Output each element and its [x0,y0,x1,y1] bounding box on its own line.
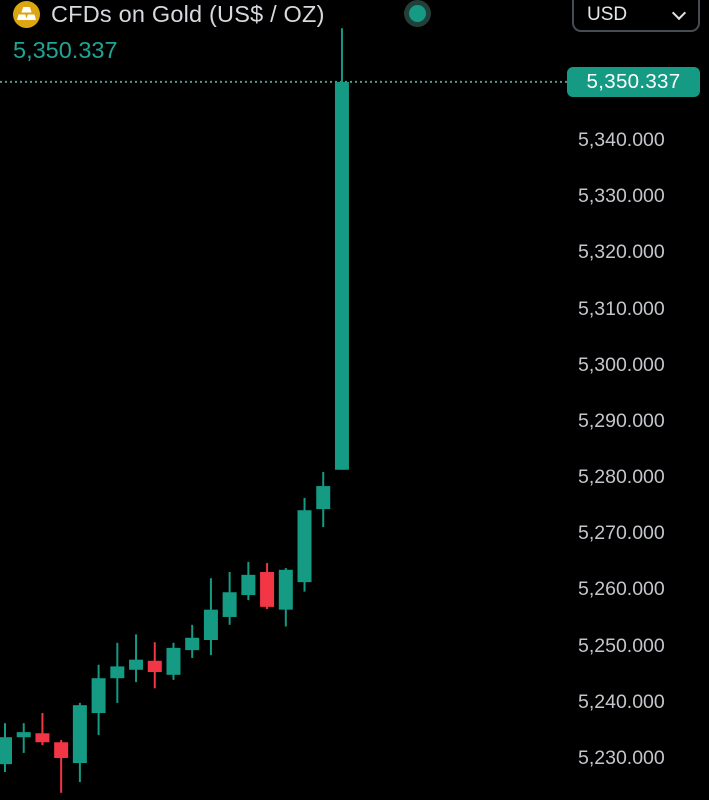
candle-body-down [147,660,162,673]
candle-body-up [0,737,12,765]
candle [54,740,69,793]
market-status-dot[interactable] [404,0,431,27]
candle-body-up [316,486,331,510]
candle [278,568,293,627]
gold-bars-icon [13,1,40,28]
candle-body-up [72,705,87,764]
candle-body-up [16,732,31,738]
green-dot-icon [409,5,426,22]
price-axis-label: 5,300.000 [578,353,665,376]
candle-body-up [203,609,218,641]
current-price-readout: 5,350.337 [13,37,118,63]
price-axis-label: 5,330.000 [578,185,665,208]
candle [316,472,331,528]
price-axis-label: 5,260.000 [578,578,665,601]
candle-body-up [222,592,237,617]
candle [16,723,31,753]
candle-body-up [241,574,256,596]
candle [297,497,312,592]
candle [129,634,144,683]
price-axis-label: 5,320.000 [578,241,665,264]
currency-dropdown[interactable]: USD [572,0,700,32]
price-axis-label: 5,290.000 [578,409,665,432]
price-axis-label: 5,250.000 [578,634,665,657]
candle [72,702,87,783]
candle-body-up [110,666,125,679]
current-price-badge: 5,350.337 [567,66,700,97]
price-axis-label: 5,230.000 [578,746,665,769]
price-axis-label: 5,340.000 [578,129,665,151]
candle-body-up [166,647,181,675]
candle-body-up [334,81,349,470]
candle [110,642,125,703]
candle-body-down [35,733,50,743]
currency-dropdown-value: USD [587,4,628,25]
candle [203,578,218,656]
candle [260,563,275,610]
candle [35,713,50,746]
candle-body-up [185,637,200,651]
candle-body-down [54,742,69,758]
candle-body-up [129,659,144,670]
price-axis-label: 5,310.000 [578,297,665,320]
candle-body-up [278,569,293,610]
candle [147,642,162,689]
chevron-down-icon [671,5,687,21]
price-axis-label: 5,280.000 [578,466,665,489]
symbol-title: CFDs on Gold (US$ / OZ) [51,1,325,27]
candle [241,561,256,601]
price-axis-label: 5,240.000 [578,690,665,713]
candle [166,642,181,680]
candle [185,624,200,658]
symbol-header[interactable]: CFDs on Gold (US$ / OZ) [13,1,325,28]
price-axis[interactable]: 5,350.337 5,340.000 5,330.000 5,320.000 5,3… [567,0,709,800]
candle [0,723,12,773]
candle-body-down [260,572,275,607]
price-axis-label: 5,270.000 [578,522,665,545]
candle-body-up [91,678,106,714]
candle [91,664,106,735]
gold-bars-glyph [17,7,36,20]
candle [222,572,237,625]
candle-body-up [297,510,312,583]
candle [334,28,349,470]
